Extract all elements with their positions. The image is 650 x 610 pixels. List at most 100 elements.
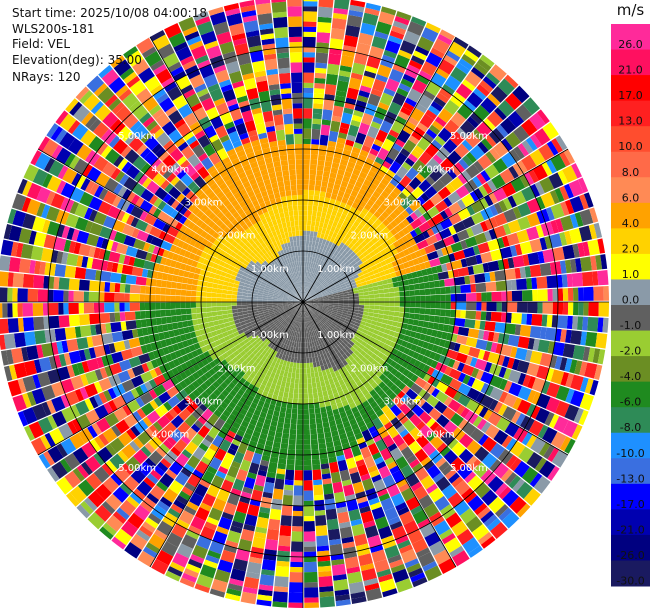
gate: [165, 353, 173, 363]
gate: [306, 362, 310, 369]
gate: [201, 358, 209, 366]
gate: [230, 324, 237, 330]
gate: [338, 269, 345, 275]
gate: [348, 322, 355, 328]
gate: [311, 444, 319, 450]
gate: [317, 344, 322, 351]
gate: [258, 290, 264, 294]
gate: [380, 202, 388, 211]
gate: [247, 293, 253, 297]
gate: [307, 303, 313, 306]
gate: [511, 290, 523, 302]
gate: [318, 201, 324, 208]
gate: [321, 325, 326, 331]
gate: [255, 404, 263, 412]
gate: [355, 319, 362, 324]
gate: [248, 312, 254, 317]
gate: [270, 383, 277, 390]
gate: [41, 342, 54, 358]
gate: [98, 392, 108, 404]
gate: [319, 313, 325, 317]
gate: [34, 330, 47, 345]
gate: [168, 266, 175, 275]
gate: [300, 317, 303, 323]
gate: [138, 336, 146, 346]
gate: [347, 124, 359, 137]
gate: [287, 371, 292, 378]
gate: [80, 373, 89, 387]
gate: [378, 573, 393, 583]
gate: [83, 302, 95, 314]
gate: [336, 195, 343, 202]
gate: [287, 345, 292, 352]
gate: [336, 80, 349, 93]
gate: [272, 488, 284, 500]
gate: [544, 327, 557, 341]
gate: [341, 479, 352, 487]
gate: [289, 582, 303, 593]
gate: [490, 311, 502, 322]
gate: [470, 427, 485, 443]
gate: [295, 373, 300, 379]
gate: [408, 59, 423, 70]
gate: [526, 212, 541, 227]
gate: [336, 137, 346, 145]
gate: [287, 397, 293, 404]
gate: [528, 169, 539, 183]
gate: [329, 543, 343, 556]
gate: [294, 310, 298, 315]
gate: [247, 310, 254, 314]
gate: [260, 283, 266, 288]
gate: [379, 293, 385, 298]
gate: [395, 165, 409, 179]
gate: [293, 331, 297, 337]
gate: [345, 318, 351, 323]
gate: [374, 173, 384, 182]
gate: [503, 393, 518, 408]
gate: [314, 252, 319, 259]
gate: [17, 178, 28, 195]
gate: [457, 267, 470, 277]
gate: [123, 339, 131, 350]
gate: [579, 377, 589, 393]
gate: [125, 456, 141, 472]
gate: [198, 274, 205, 281]
gate: [170, 309, 177, 316]
gate: [76, 464, 89, 479]
gate: [272, 295, 279, 299]
gate: [250, 346, 257, 353]
gate: [223, 397, 232, 406]
gate: [402, 227, 410, 235]
gate: [392, 187, 402, 196]
gate: [325, 405, 333, 412]
gate: [372, 286, 379, 291]
gate: [284, 417, 291, 424]
gate: [260, 459, 270, 467]
gate: [310, 267, 314, 273]
gate: [460, 284, 472, 294]
gate: [188, 325, 195, 333]
gate: [393, 311, 400, 317]
gate: [329, 38, 344, 50]
gate: [433, 549, 451, 565]
gate: [434, 400, 448, 414]
gate: [241, 366, 249, 374]
gate: [264, 324, 270, 329]
gate: [333, 250, 339, 257]
gate: [342, 292, 349, 296]
gate: [315, 263, 320, 270]
gate: [104, 302, 115, 313]
gate: [323, 250, 329, 257]
gate: [416, 421, 426, 431]
gate: [215, 329, 223, 335]
gate: [312, 304, 318, 307]
gate: [389, 191, 399, 200]
gate: [424, 349, 432, 358]
gate: [317, 305, 323, 308]
gate: [257, 594, 273, 602]
gate: [437, 33, 453, 46]
gate: [373, 309, 380, 314]
gate: [310, 246, 315, 253]
gate: [474, 320, 481, 330]
gate: [404, 157, 415, 167]
